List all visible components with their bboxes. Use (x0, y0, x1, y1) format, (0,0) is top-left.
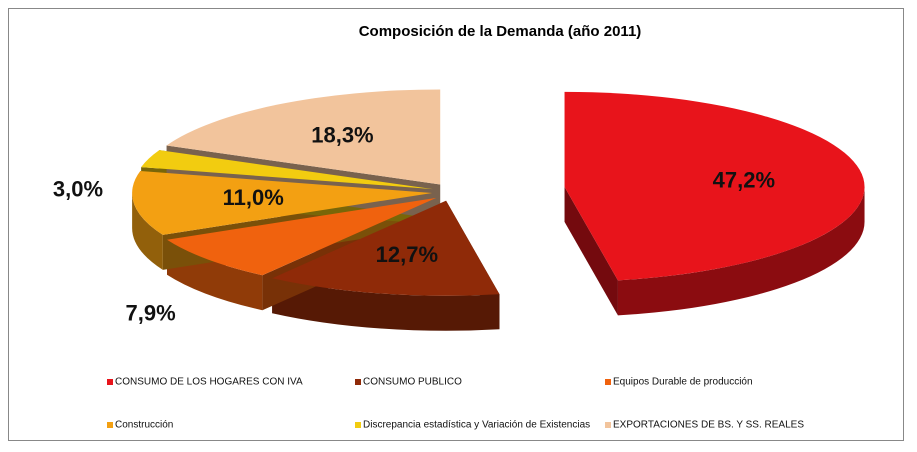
legend-marker (107, 379, 113, 385)
slice (166, 89, 441, 185)
slice-side (132, 193, 163, 270)
chart-title: Composición de la Demanda (año 2011) (359, 23, 642, 40)
legend-label: EXPORTACIONES DE BS. Y SS. REALES (613, 420, 804, 431)
legend-label: Equipos Durable de producción (613, 377, 753, 388)
legend-label: CONSUMO PUBLICO (363, 377, 462, 388)
slice-radial-wall (564, 186, 618, 316)
legend-marker (355, 379, 361, 385)
slice-side (617, 186, 865, 316)
slice (272, 200, 500, 296)
data-label: 18,3% (311, 122, 373, 147)
slice (132, 170, 433, 235)
data-label: 12,7% (376, 242, 438, 267)
legend-label: Discrepancia estadística y Variación de … (363, 420, 590, 431)
data-label: 7,9% (126, 301, 176, 326)
data-label: 47,2% (713, 168, 775, 193)
legend-label: CONSUMO DE LOS HOGARES CON IVA (115, 377, 303, 388)
legend-marker (605, 422, 611, 428)
legend-label: Construcción (115, 420, 173, 431)
slice (564, 91, 865, 281)
slice (167, 197, 437, 276)
slice-side (272, 278, 500, 331)
legend-marker (107, 422, 113, 428)
legend-marker (605, 379, 611, 385)
slice (141, 150, 433, 190)
legend-marker (355, 422, 361, 428)
data-label: 3,0% (53, 177, 103, 202)
data-label: 11,0% (223, 185, 284, 210)
